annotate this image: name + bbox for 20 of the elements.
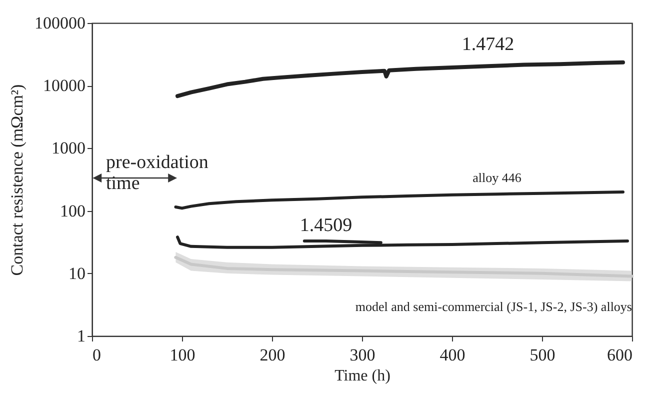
x-axis-title: Time (h): [334, 368, 390, 384]
y-tick-label: 1: [77, 326, 86, 346]
y-tick-label: 100: [60, 201, 86, 220]
x-tick-label: 100: [170, 346, 196, 364]
x-tick-label: 0: [92, 346, 101, 364]
y-tick-label: 100000: [34, 14, 86, 32]
x-tick-label: 600: [607, 346, 632, 364]
series-label: model and semi-commercial (JS-1, JS-2, JS-3) alloys: [355, 299, 632, 314]
y-tick-label: 10000: [43, 76, 86, 96]
x-tick-label: 400: [440, 346, 466, 364]
y-tick-label: 10: [68, 264, 86, 283]
x-tick-label: 200: [260, 346, 286, 364]
x-tick-label: 300: [350, 346, 376, 364]
x-tick-label: 500: [530, 346, 556, 364]
annotation: pre-oxidation time: [106, 152, 209, 194]
series-label: 1.4742: [462, 34, 514, 56]
y-tick-label: 1000: [52, 138, 86, 158]
y-axis-title: Contact resistence (mΩcm²): [8, 84, 26, 276]
series-label: 1.4509: [300, 214, 352, 236]
series-label: alloy 446: [472, 170, 522, 186]
